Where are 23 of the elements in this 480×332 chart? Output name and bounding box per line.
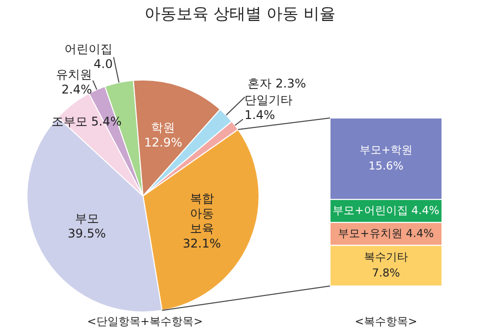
chart-title: 아동보육 상태별 아동 비율 — [143, 4, 337, 25]
data-label: 2.4% — [62, 82, 92, 97]
slice-label: 부모 — [74, 212, 99, 226]
text: <복수항목> — [354, 314, 418, 329]
text: 부모+어린이집 4.4% — [332, 204, 440, 217]
data-label: 7.8% — [372, 266, 400, 280]
data-label: 4.0 — [94, 57, 113, 72]
slice-label: 혼자 2.3% — [248, 76, 306, 91]
slice-label: 단일기타 — [244, 93, 293, 108]
slice-label: 학원 — [151, 120, 176, 135]
slice-label: 어린이집 — [64, 42, 113, 56]
slice-label: 조부모 5.4% — [51, 114, 122, 129]
slice-label: 복합 아동 보육 — [190, 192, 214, 236]
text: 부모+유치원 4.4% — [338, 226, 434, 240]
text: <단일항목+복수항목> — [86, 314, 204, 329]
data-label: 15.6% — [368, 160, 404, 173]
series-label: 복수기타 — [364, 250, 408, 264]
data-label: 12.9% — [144, 136, 182, 150]
data-label: 1.4% — [244, 108, 276, 122]
data-label: 32.1% — [182, 236, 221, 251]
series-label: 부모+학원 — [359, 144, 413, 157]
data-label: 39.5% — [68, 226, 106, 241]
slice-label: 유치원 — [56, 68, 92, 82]
